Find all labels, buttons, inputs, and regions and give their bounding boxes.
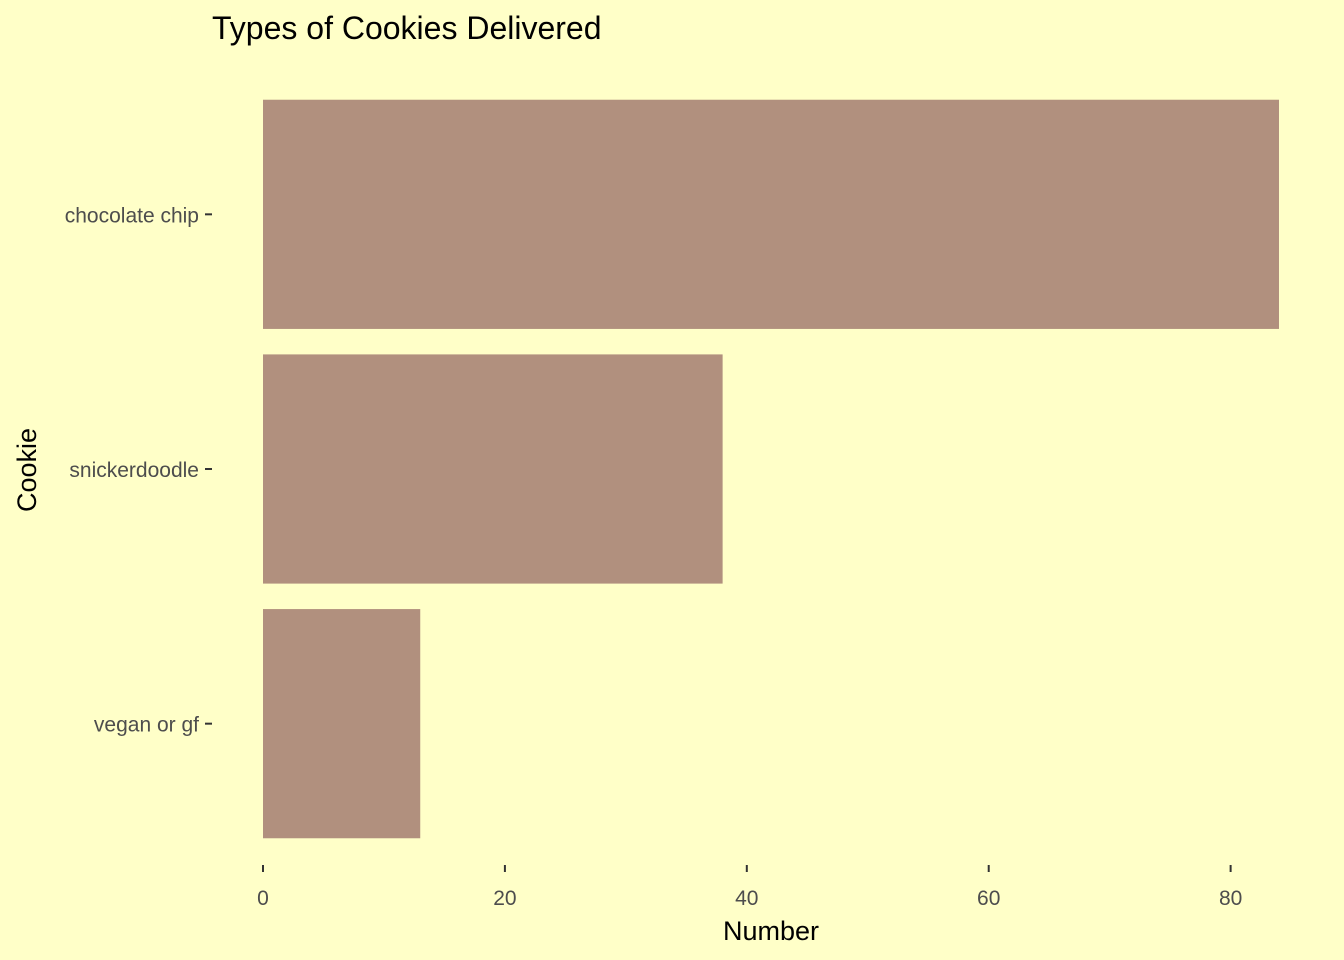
y-tick-label: vegan or gf [94,714,199,737]
x-tick-label: 40 [735,887,758,910]
x-tick-label: 20 [493,887,516,910]
chart-title: Types of Cookies Delivered [212,10,602,46]
x-axis-ticks: 0 20 40 60 80 [257,865,1242,910]
y-axis-ticks: chocolate chip snickerdoodle vegan or gf [65,204,212,737]
x-axis-title: Number [723,916,819,946]
bar-vegan-or-gf [263,609,421,839]
x-tick-label: 80 [1219,887,1242,910]
bar-snickerdoodle [263,354,723,584]
bars-layer [263,99,1279,839]
y-tick-label: chocolate chip [65,204,199,227]
x-tick-label: 0 [257,887,269,910]
x-tick-label: 60 [977,887,1000,910]
y-axis-title: Cookie [12,428,42,512]
bar-chocolate-chip [263,99,1279,329]
y-tick-label: snickerdoodle [69,459,199,482]
